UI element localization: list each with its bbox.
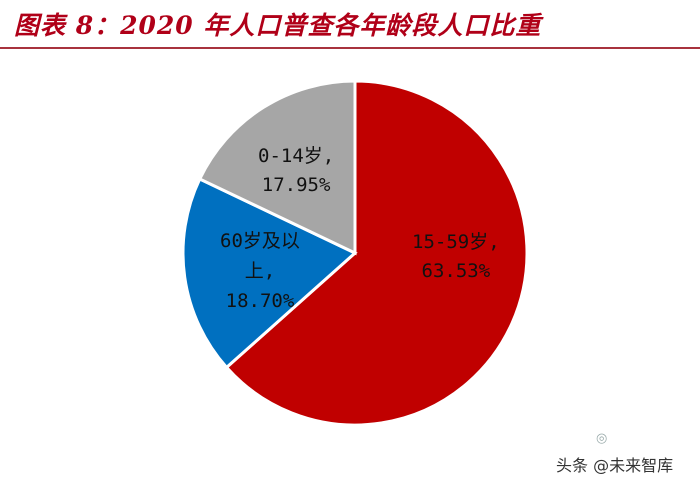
watermark: 头条 @未来智库 [556,452,674,476]
pie-slice-2 [197,79,357,256]
pie-slice-1 [181,176,358,370]
slice-label-category: 60岁及以上, [220,230,300,282]
title-divider [0,47,700,49]
slice-label-value: 17.95% [261,174,331,196]
slice-label-value: 18.70% [225,290,295,312]
slice-label-category: 0-14岁, [258,145,335,167]
pie-slice-0 [224,79,529,427]
slice-label-60-plus: 60岁及以上, 18.70% [212,226,308,316]
slice-label-category: 15-59岁, [412,231,500,253]
slice-label-0-14: 0-14岁, 17.95% [258,142,334,200]
page-title: 图表 8：2020 年人口普查各年龄段人口比重 [14,11,542,40]
slice-label-value: 63.53% [421,260,491,282]
wechat-like-icon: ◎ [596,431,608,446]
slice-label-15-59: 15-59岁, 63.53% [412,228,500,286]
